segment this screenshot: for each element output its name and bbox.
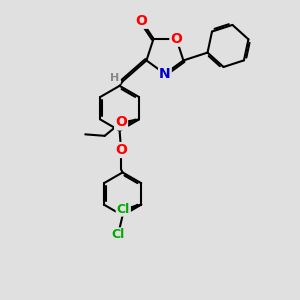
Text: Cl: Cl [117,203,130,216]
Text: O: O [170,32,182,46]
Text: O: O [136,14,148,28]
Text: Cl: Cl [112,228,125,241]
Text: O: O [115,143,127,157]
Text: N: N [159,67,171,81]
Text: O: O [115,116,127,129]
Text: H: H [110,74,120,83]
